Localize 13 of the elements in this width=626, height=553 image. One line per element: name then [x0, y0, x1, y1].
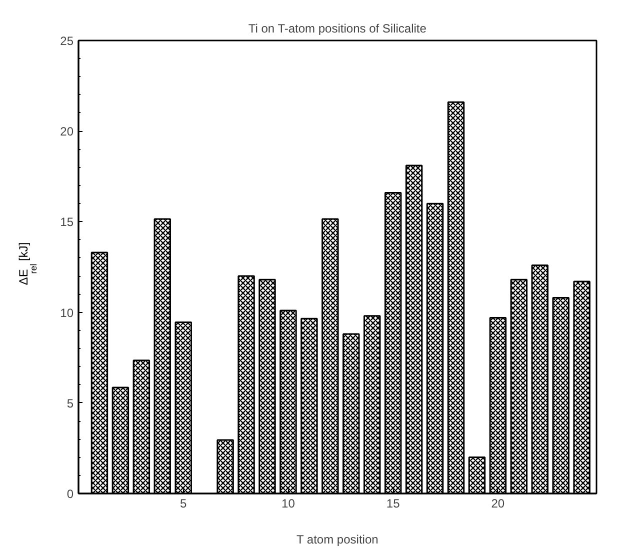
y-tick-label: 0 [66, 487, 74, 501]
y-axis-title: ΔErel [kJ] [16, 242, 38, 286]
y-tick-label: 10 [60, 306, 74, 320]
x-axis-title: T atom position [296, 532, 378, 546]
y-tick-label: 5 [66, 396, 74, 410]
x-tick-label: 15 [386, 496, 400, 510]
chart-title: Ti on T-atom positions of Silicalite [248, 22, 427, 36]
y-tick-label: 20 [60, 124, 74, 139]
x-tick-label: 20 [491, 496, 505, 510]
y-tick-label: 15 [60, 215, 74, 230]
x-tick-label: 5 [180, 496, 188, 510]
x-tick-label: 10 [282, 496, 296, 510]
y-tick-label: 25 [60, 34, 74, 48]
